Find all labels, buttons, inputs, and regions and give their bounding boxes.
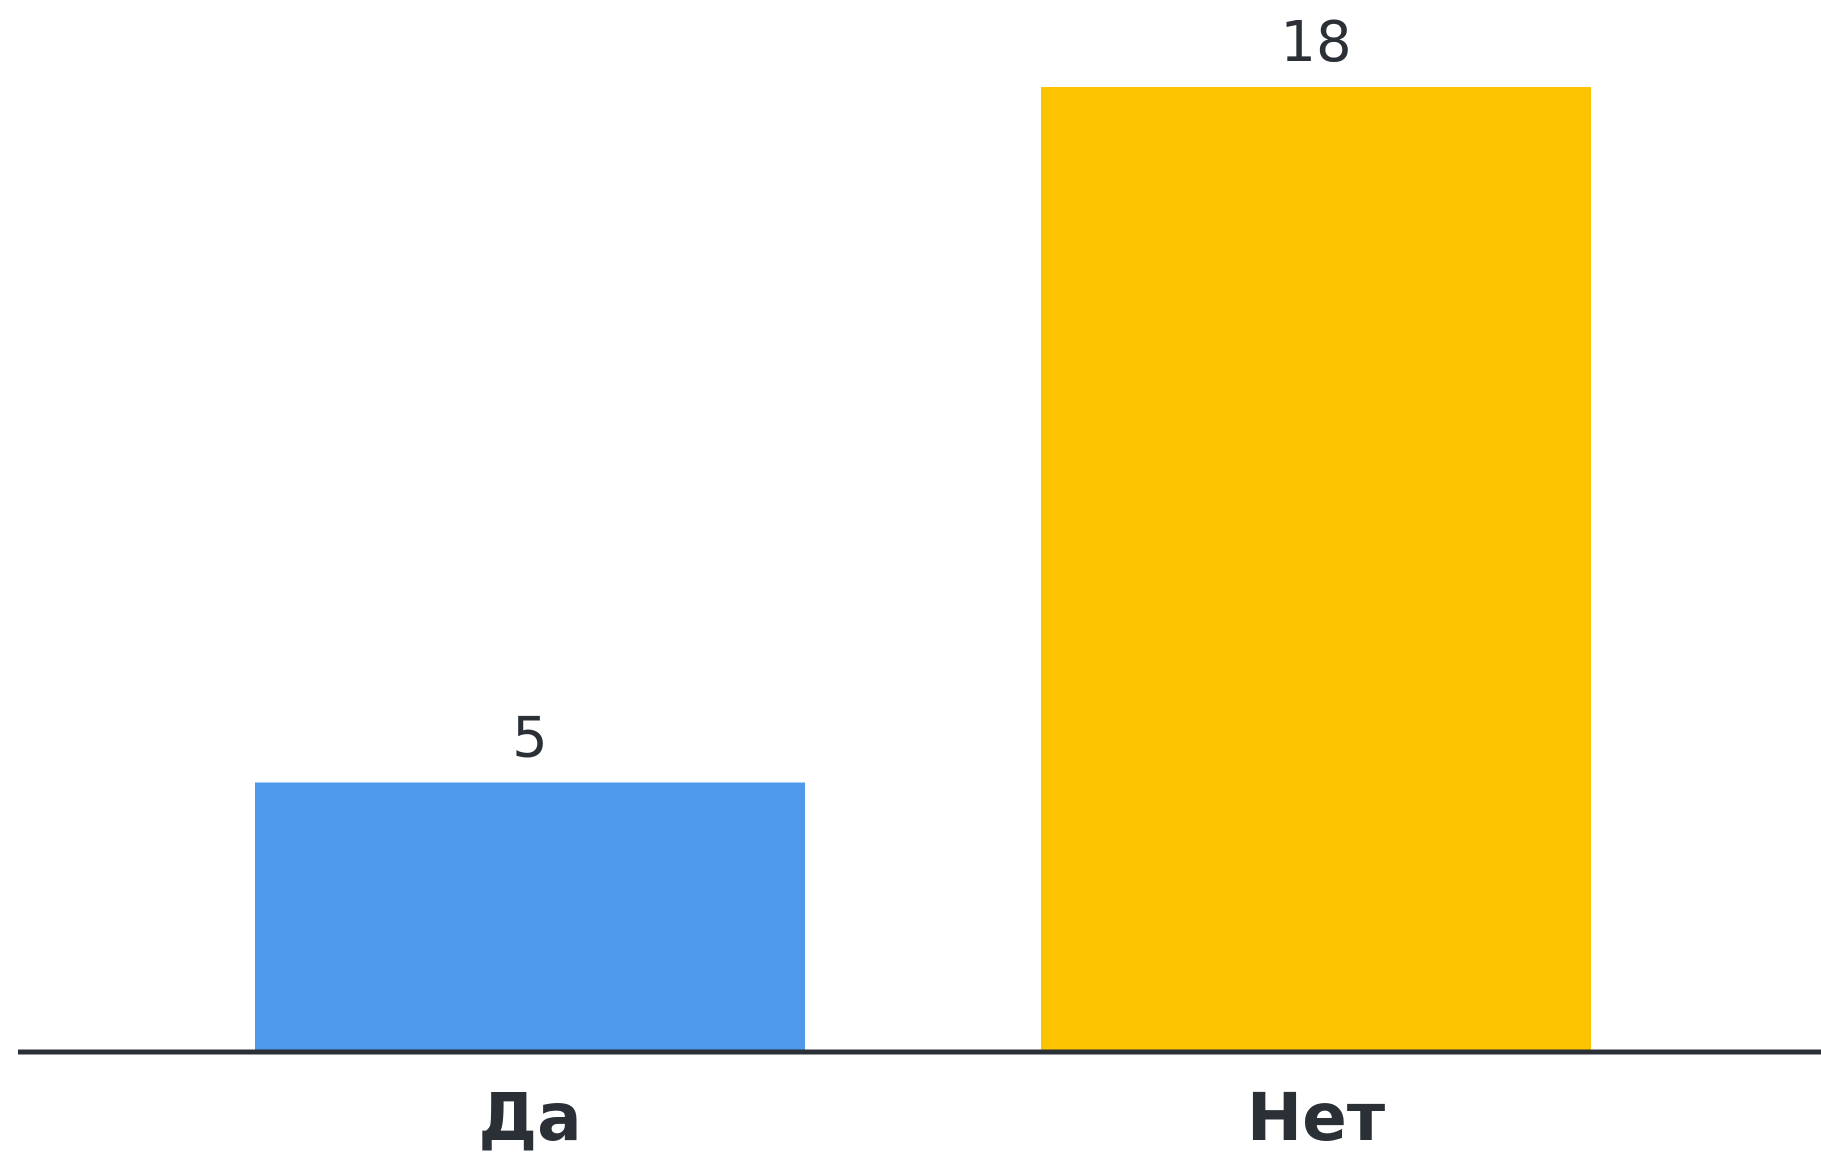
labels-layer: 5 Да 18 Нет — [478, 10, 1385, 1156]
bars-layer — [255, 87, 1591, 1050]
data-label-1: 5 — [512, 706, 548, 771]
data-label-2: 18 — [1280, 10, 1351, 75]
category-label-1: Да — [478, 1079, 581, 1156]
category-label-2: Нет — [1247, 1079, 1385, 1156]
bar-2 — [1041, 87, 1591, 1050]
bar-1 — [255, 782, 805, 1050]
